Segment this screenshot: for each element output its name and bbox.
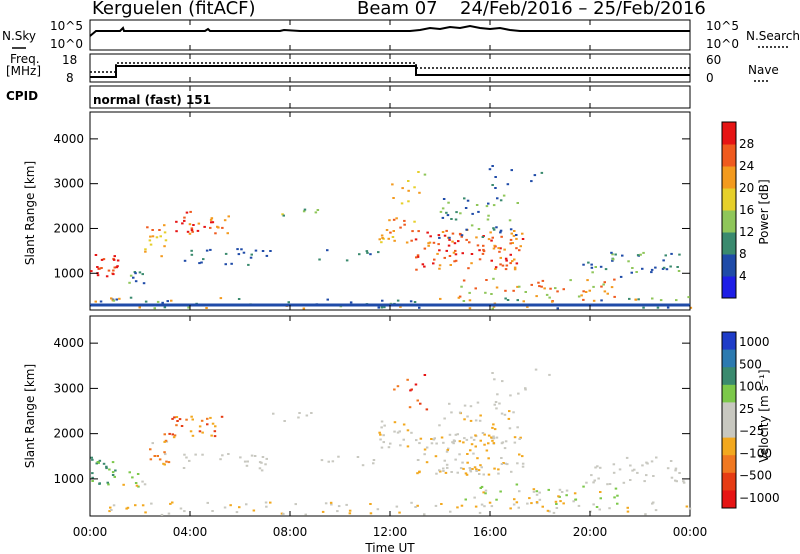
- freq-panel: Freq. [MHz] 18 8 60 0 Nave: [6, 52, 779, 85]
- colorbar-tick-label: 28: [739, 137, 754, 151]
- power-panel: 1000 2000 3000 4000 Slant Range [km]: [23, 111, 693, 311]
- y-tick-label: 3000: [53, 177, 84, 191]
- nave-right-tick-bottom: 0: [706, 71, 714, 85]
- colorbar-tick-label: −1000: [739, 491, 780, 505]
- velocity-ylabel: Slant Range [km]: [23, 364, 37, 468]
- freq-left-tick-top: 18: [62, 53, 77, 67]
- colorbar-segment: [722, 122, 736, 145]
- y-tick-label: 4000: [53, 132, 84, 146]
- colorbar-segment: [722, 402, 736, 421]
- colorbar-tick-label: 8: [739, 247, 747, 261]
- colorbar-segment: [722, 490, 736, 509]
- colorbar-tick-label: 1000: [739, 335, 770, 349]
- colorbar-segment: [722, 384, 736, 403]
- velocity-y-ticks: 1000 2000 3000 4000: [53, 336, 690, 486]
- y-tick-label: 3000: [53, 381, 84, 395]
- power-scatter-layer: [90, 165, 693, 310]
- y-tick-label: 2000: [53, 221, 84, 235]
- cpid-panel: CPID normal (fast) 151: [6, 85, 691, 109]
- colorbar-segment: [722, 437, 736, 456]
- y-tick-label: 1000: [53, 266, 84, 280]
- date-range: 24/Feb/2016 – 25/Feb/2016: [460, 0, 706, 19]
- nave-label: Nave: [748, 63, 779, 77]
- y-tick-label: 4000: [53, 336, 84, 350]
- x-axis-ticks: 00:00 04:00 08:00 12:00 16:00 20:00 00:00: [73, 20, 708, 539]
- x-axis-label: Time UT: [364, 541, 415, 554]
- colorbar-tick-label: 100: [739, 380, 762, 394]
- noise-sky-label: N.Sky: [2, 29, 36, 43]
- x-tick-label: 04:00: [173, 525, 208, 539]
- noise-left-tick-bottom: 10^0: [50, 37, 83, 51]
- x-tick-label: 00:00: [673, 525, 708, 539]
- colorbar-tick-label: −25: [739, 424, 764, 438]
- x-tick-label: 00:00: [73, 525, 108, 539]
- velocity-panel: 1000 2000 3000 4000 Slant Range [km]: [23, 315, 692, 517]
- nave-right-tick-top: 60: [706, 53, 721, 67]
- power-y-ticks: 1000 2000 3000 4000: [53, 132, 690, 280]
- colorbar-segment: [722, 332, 736, 351]
- freq-left-tick-bottom: 8: [66, 71, 74, 85]
- colorbar-segment: [722, 349, 736, 368]
- y-tick-label: 1000: [53, 472, 84, 486]
- beam-label: Beam 07: [357, 0, 438, 19]
- cpid-mode-text: normal (fast) 151: [93, 93, 211, 107]
- colorbar-segment: [722, 144, 736, 167]
- x-tick-label: 16:00: [473, 525, 508, 539]
- noise-search-label: N.Search: [746, 29, 800, 43]
- colorbar-segment: [722, 166, 736, 189]
- station-title: Kerguelen (fitACF): [92, 0, 256, 19]
- colorbar-tick-label: 20: [739, 181, 754, 195]
- colorbar-tick-label: 4: [739, 269, 747, 283]
- noise-left-tick-top: 10^5: [50, 19, 83, 33]
- velocity-colorbar-label: Velocity [m s⁻¹]: [757, 369, 771, 462]
- noise-right-tick-bottom: 10^0: [706, 37, 739, 51]
- colorbar-segment: [722, 254, 736, 277]
- velocity-scatter-layer: [90, 368, 692, 516]
- x-tick-label: 08:00: [273, 525, 308, 539]
- y-tick-label: 2000: [53, 427, 84, 441]
- colorbar-segment: [722, 188, 736, 211]
- power-ylabel: Slant Range [km]: [23, 161, 37, 265]
- freq-label-1: Freq.: [10, 52, 40, 66]
- colorbar-tick-label: 16: [739, 203, 754, 217]
- cpid-label: CPID: [6, 89, 38, 103]
- colorbar-segment: [722, 420, 736, 439]
- colorbar-segment: [722, 472, 736, 491]
- noise-right-tick-top: 10^5: [706, 19, 739, 33]
- freq-label-2: [MHz]: [6, 64, 41, 78]
- colorbar-segment: [722, 276, 736, 299]
- velocity-colorbar: 1000 500 100 25 −25 −100 −500 −1000: [721, 331, 780, 509]
- colorbar-tick-label: 25: [739, 402, 754, 416]
- colorbar-segment: [722, 367, 736, 386]
- colorbar-segment: [722, 210, 736, 233]
- x-tick-label: 20:00: [573, 525, 608, 539]
- colorbar-segment: [722, 232, 736, 255]
- power-colorbar-label: Power [dB]: [757, 179, 771, 244]
- colorbar-tick-label: 12: [739, 225, 754, 239]
- colorbar-tick-label: 24: [739, 159, 754, 173]
- x-tick-label: 12:00: [373, 525, 408, 539]
- colorbar-tick-label: −500: [739, 469, 772, 483]
- colorbar-tick-label: 500: [739, 357, 762, 371]
- colorbar-segment: [722, 455, 736, 474]
- noise-panel: N.Sky 10^5 10^0 10^5 10^0 N.Search: [2, 19, 800, 51]
- colorbar-tick-label: −100: [739, 446, 772, 460]
- power-colorbar: 4 8 12 16 20 24 28: [721, 121, 754, 299]
